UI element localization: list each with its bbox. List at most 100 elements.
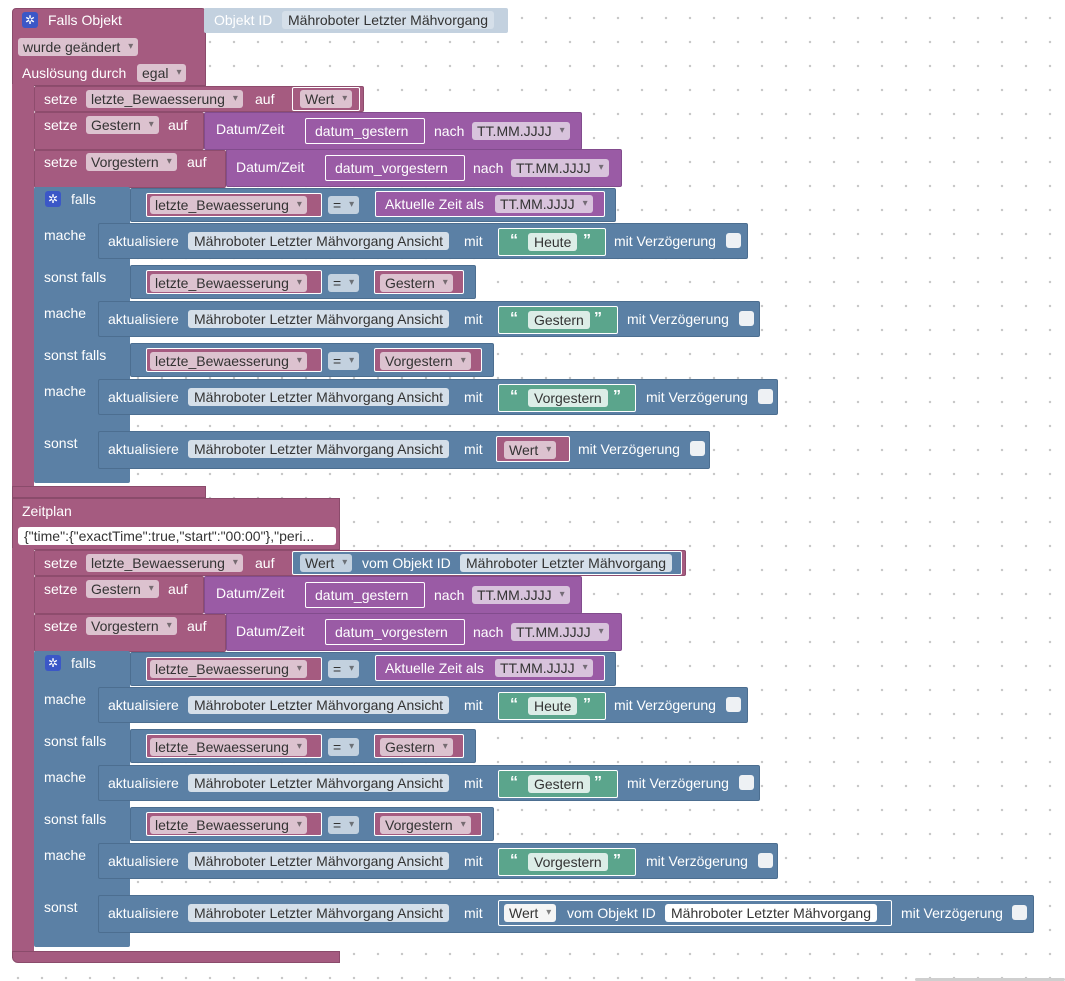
variable-dropdown[interactable]: Gestern: [86, 116, 159, 134]
datum-field-block[interactable]: [325, 619, 465, 645]
datum-field: datum_vorgestern: [335, 624, 448, 640]
format-dropdown[interactable]: TT.MM.JJJJ: [472, 586, 570, 604]
variable-dropdown[interactable]: letzte_Bewaesserung: [150, 352, 307, 370]
target-object-field[interactable]: Mähroboter Letzter Mähvorgang Ansicht: [188, 774, 450, 792]
target-object-field[interactable]: Mähroboter Letzter Mähvorgang Ansicht: [188, 388, 450, 406]
variable-dropdown[interactable]: Gestern: [380, 738, 453, 756]
operator-dropdown[interactable]: =: [328, 274, 360, 292]
mit-label: mit: [464, 233, 483, 249]
settings-gear-icon[interactable]: ✲: [22, 12, 38, 28]
target-object-field[interactable]: Mähroboter Letzter Mähvorgang Ansicht: [188, 310, 450, 328]
datum-field-block[interactable]: [305, 118, 425, 144]
wert-dropdown[interactable]: Wert: [504, 904, 557, 922]
variable-dropdown[interactable]: letzte_Bewaesserung: [150, 738, 307, 756]
format-dropdown[interactable]: TT.MM.JJJJ: [511, 623, 609, 641]
datum-zeit-label: Datum/Zeit: [236, 623, 305, 639]
quote-close-icon: ”: [583, 696, 591, 713]
variable-dropdown[interactable]: Vorgestern: [86, 617, 177, 635]
delay-checkbox[interactable]: [739, 775, 754, 790]
operator-dropdown[interactable]: =: [328, 660, 360, 678]
schedule-block-foot: [12, 951, 340, 963]
operator-dropdown[interactable]: =: [328, 352, 360, 370]
datum-field-block[interactable]: [325, 155, 465, 181]
delay-checkbox[interactable]: [758, 389, 773, 404]
quote-open-icon: “: [510, 232, 518, 249]
settings-gear-icon[interactable]: ✲: [45, 655, 61, 671]
text-field[interactable]: Gestern: [528, 311, 590, 329]
settings-gear-icon[interactable]: ✲: [45, 191, 61, 207]
operator-dropdown[interactable]: =: [328, 196, 360, 214]
schedule-cron-field[interactable]: {"time":{"exactTime":true,"start":"00:00…: [18, 527, 336, 545]
target-object-field[interactable]: Mähroboter Letzter Mähvorgang Ansicht: [188, 696, 450, 714]
mit-label: mit: [464, 697, 483, 713]
current-time-label: Aktuelle Zeit als: [385, 660, 484, 676]
variable-dropdown[interactable]: Vorgestern: [380, 816, 471, 834]
delay-checkbox[interactable]: [739, 311, 754, 326]
variable-dropdown[interactable]: letzte_Bewaesserung: [86, 90, 243, 108]
setze-label: setze: [44, 618, 78, 634]
variable-dropdown[interactable]: letzte_Bewaesserung: [86, 554, 243, 572]
variable-dropdown[interactable]: Gestern: [380, 274, 453, 292]
text-field[interactable]: Gestern: [528, 775, 590, 793]
format-dropdown[interactable]: TT.MM.JJJJ: [472, 122, 570, 140]
changed-dropdown[interactable]: wurde geändert: [18, 38, 139, 56]
aktualisiere-label: aktualisiere: [108, 441, 179, 457]
setze-label: setze: [44, 91, 78, 107]
delay-label: mit Verzögerung: [627, 775, 729, 791]
mit-label: mit: [464, 311, 483, 327]
setze-label: setze: [44, 555, 78, 571]
variable-dropdown[interactable]: Vorgestern: [380, 352, 471, 370]
trigger-by-dropdown[interactable]: egal: [137, 64, 187, 82]
wert-dropdown[interactable]: Wert: [504, 441, 557, 459]
text-field[interactable]: Heute: [528, 697, 578, 715]
delay-label: mit Verzögerung: [614, 233, 716, 249]
delay-checkbox[interactable]: [690, 441, 705, 456]
delay-checkbox[interactable]: [1012, 905, 1027, 920]
operator-dropdown[interactable]: =: [328, 738, 360, 756]
falls-label: falls: [71, 191, 96, 207]
trigger-block-side: [12, 84, 34, 496]
nach-label: nach: [473, 160, 504, 176]
delay-checkbox[interactable]: [758, 853, 773, 868]
target-object-field[interactable]: Mähroboter Letzter Mähvorgang Ansicht: [188, 232, 450, 250]
mache-label: mache: [44, 847, 87, 863]
target-object-field[interactable]: Mähroboter Letzter Mähvorgang Ansicht: [188, 440, 450, 458]
sonst-falls-label: sonst falls: [44, 811, 107, 827]
text-field[interactable]: Heute: [528, 233, 578, 251]
quote-close-icon: ”: [583, 232, 591, 249]
horizontal-scrollbar[interactable]: [915, 978, 1065, 981]
delay-checkbox[interactable]: [726, 233, 741, 248]
quote-open-icon: “: [510, 696, 518, 713]
source-object-field[interactable]: Mähroboter Letzter Mähvorgang: [665, 904, 877, 922]
auf-label: auf: [187, 154, 207, 170]
text-field[interactable]: Vorgestern: [528, 853, 608, 871]
text-field[interactable]: Vorgestern: [528, 389, 608, 407]
objekt-id-field[interactable]: Mähroboter Letzter Mähvorgang: [282, 11, 494, 29]
auf-label: auf: [168, 117, 188, 133]
wert-dropdown[interactable]: Wert: [300, 90, 353, 108]
objekt-id-label: Objekt ID: [214, 12, 273, 28]
sonst-falls-label: sonst falls: [44, 347, 107, 363]
format-dropdown[interactable]: TT.MM.JJJJ: [495, 659, 593, 677]
datum-field-block[interactable]: [305, 582, 425, 608]
variable-dropdown[interactable]: letzte_Bewaesserung: [150, 660, 307, 678]
trigger-by-label: Auslösung durch: [22, 65, 127, 81]
variable-dropdown[interactable]: Gestern: [86, 580, 159, 598]
sonst-falls-label: sonst falls: [44, 733, 107, 749]
source-object-field[interactable]: Mähroboter Letzter Mähvorgang: [460, 554, 672, 572]
variable-dropdown[interactable]: Vorgestern: [86, 153, 177, 171]
wert-dropdown[interactable]: Wert: [300, 554, 353, 572]
target-object-field[interactable]: Mähroboter Letzter Mähvorgang Ansicht: [188, 904, 450, 922]
auf-label: auf: [255, 91, 275, 107]
datum-zeit-label: Datum/Zeit: [216, 121, 285, 137]
variable-dropdown[interactable]: letzte_Bewaesserung: [150, 196, 307, 214]
delay-checkbox[interactable]: [726, 697, 741, 712]
nach-label: nach: [473, 624, 504, 640]
target-object-field[interactable]: Mähroboter Letzter Mähvorgang Ansicht: [188, 852, 450, 870]
operator-dropdown[interactable]: =: [328, 816, 360, 834]
format-dropdown[interactable]: TT.MM.JJJJ: [495, 195, 593, 213]
format-dropdown[interactable]: TT.MM.JJJJ: [511, 159, 609, 177]
variable-dropdown[interactable]: letzte_Bewaesserung: [150, 274, 307, 292]
nach-label: nach: [434, 587, 465, 603]
variable-dropdown[interactable]: letzte_Bewaesserung: [150, 816, 307, 834]
